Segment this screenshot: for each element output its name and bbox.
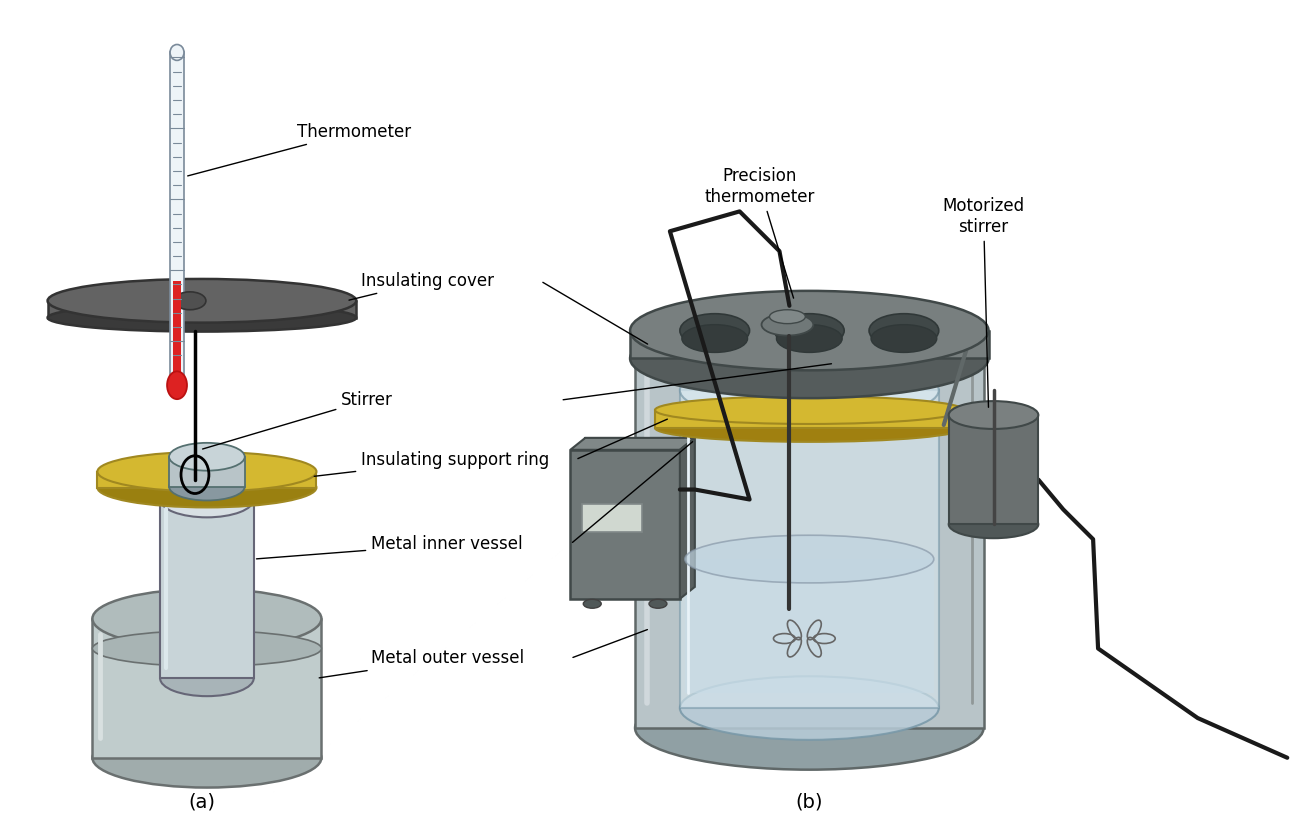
Polygon shape — [585, 438, 694, 587]
Text: Stirrer: Stirrer — [203, 391, 393, 449]
Ellipse shape — [630, 318, 988, 398]
Text: Insulating support ring: Insulating support ring — [315, 451, 550, 476]
Ellipse shape — [682, 324, 747, 353]
Ellipse shape — [776, 324, 842, 353]
Ellipse shape — [92, 631, 321, 666]
Polygon shape — [160, 500, 254, 678]
Polygon shape — [680, 438, 694, 599]
Text: Thermometer: Thermometer — [187, 123, 411, 176]
Polygon shape — [636, 350, 984, 728]
Polygon shape — [571, 438, 694, 449]
Ellipse shape — [680, 313, 750, 348]
Ellipse shape — [871, 324, 937, 353]
Ellipse shape — [870, 313, 939, 348]
Ellipse shape — [48, 279, 356, 323]
Ellipse shape — [775, 313, 844, 348]
Text: (a): (a) — [188, 793, 216, 812]
Polygon shape — [571, 449, 680, 599]
Bar — [582, 505, 642, 533]
Ellipse shape — [655, 396, 963, 424]
Ellipse shape — [636, 309, 984, 392]
Ellipse shape — [170, 45, 185, 60]
Text: Metal inner vessel: Metal inner vessel — [256, 535, 523, 559]
Ellipse shape — [649, 599, 667, 608]
Ellipse shape — [685, 535, 933, 583]
Polygon shape — [680, 391, 939, 708]
Ellipse shape — [92, 728, 321, 788]
Polygon shape — [170, 52, 185, 375]
Polygon shape — [655, 410, 963, 428]
Polygon shape — [48, 301, 356, 318]
Polygon shape — [949, 415, 1039, 524]
Ellipse shape — [169, 443, 244, 470]
Ellipse shape — [92, 589, 321, 648]
Text: Insulating cover: Insulating cover — [348, 272, 494, 300]
Polygon shape — [92, 619, 321, 758]
Polygon shape — [98, 471, 316, 487]
Ellipse shape — [160, 660, 254, 696]
Ellipse shape — [584, 599, 601, 608]
Ellipse shape — [762, 313, 814, 335]
Polygon shape — [685, 559, 933, 693]
Ellipse shape — [168, 371, 187, 399]
Polygon shape — [630, 331, 988, 359]
Ellipse shape — [949, 402, 1039, 429]
Ellipse shape — [174, 291, 205, 310]
Ellipse shape — [770, 310, 805, 323]
Text: Metal outer vessel: Metal outer vessel — [320, 649, 524, 678]
Ellipse shape — [169, 473, 244, 501]
Ellipse shape — [949, 511, 1039, 538]
Text: Motorized
stirrer: Motorized stirrer — [942, 197, 1024, 407]
Ellipse shape — [655, 414, 963, 442]
Ellipse shape — [98, 468, 316, 507]
Ellipse shape — [160, 481, 254, 517]
Polygon shape — [169, 457, 244, 486]
Ellipse shape — [98, 452, 316, 491]
Ellipse shape — [48, 304, 356, 332]
Bar — [173, 281, 181, 375]
Ellipse shape — [680, 676, 939, 740]
Ellipse shape — [680, 359, 939, 422]
Ellipse shape — [630, 291, 988, 370]
Ellipse shape — [636, 686, 984, 769]
Text: Precision
thermometer: Precision thermometer — [705, 167, 815, 298]
Text: (b): (b) — [796, 793, 823, 812]
